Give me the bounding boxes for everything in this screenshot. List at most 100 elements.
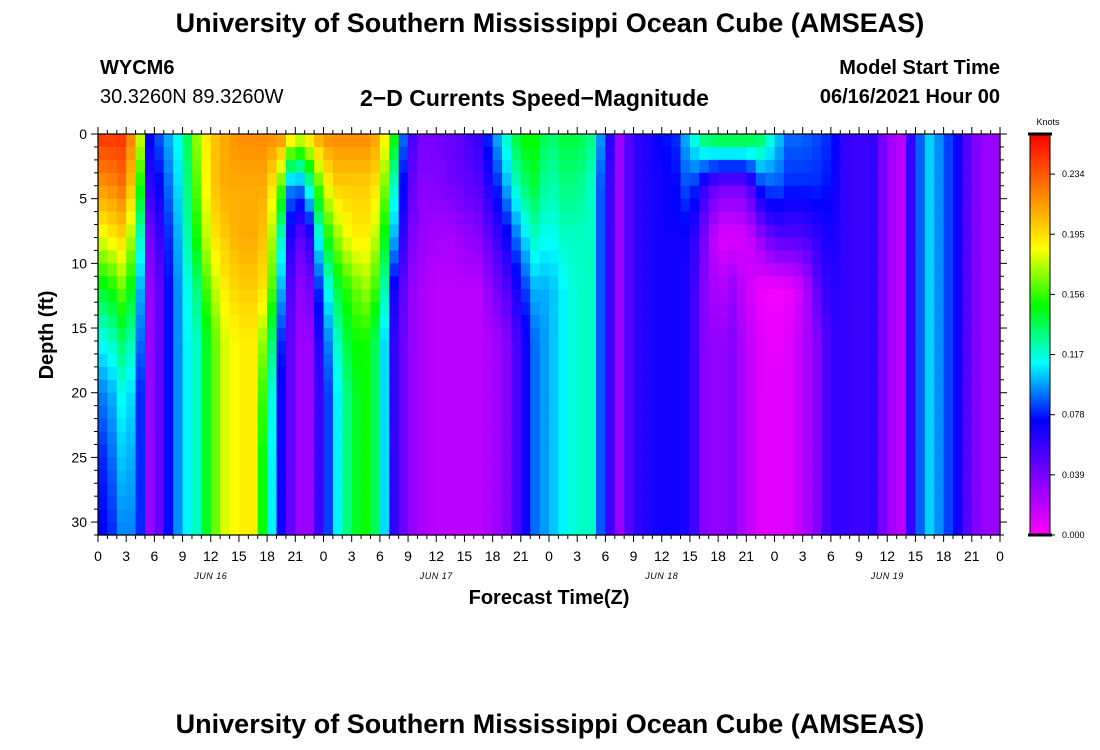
heatmap-cell (98, 276, 108, 290)
heatmap-cell (953, 237, 964, 252)
heatmap-cell (727, 302, 738, 316)
heatmap-cell (182, 405, 193, 420)
heatmap-cell (182, 418, 193, 433)
heatmap-cell (483, 353, 494, 368)
heatmap-cell (210, 159, 221, 174)
heatmap-cell (191, 276, 202, 290)
heatmap-cell (163, 185, 174, 200)
heatmap-cell (934, 340, 945, 355)
heatmap-cell (144, 353, 155, 368)
heatmap-cell (736, 134, 747, 148)
heatmap-cell (614, 340, 625, 355)
heatmap-cell (830, 509, 841, 523)
heatmap-cell (483, 328, 494, 342)
colorbar (1029, 133, 1051, 536)
heatmap-cell (877, 366, 888, 381)
heatmap-cell (736, 263, 747, 277)
heatmap-cell (370, 366, 381, 381)
heatmap-cell (896, 444, 907, 458)
heatmap-cell (191, 315, 202, 329)
x-tick-label: 12 (428, 548, 444, 564)
colorbar-tick-label: 0.078 (1062, 410, 1085, 420)
heatmap-cell (285, 134, 296, 148)
heatmap-cell (840, 224, 851, 239)
heatmap-cell (173, 366, 184, 381)
heatmap-cell (398, 211, 409, 226)
heatmap-cell (877, 146, 888, 161)
heatmap-cell (539, 483, 550, 497)
heatmap-cell (520, 289, 531, 303)
heatmap-cell (671, 405, 682, 420)
heatmap-cell (210, 302, 221, 316)
heatmap-cell (802, 302, 813, 316)
heatmap-cell (661, 185, 672, 200)
heatmap-cell (971, 340, 982, 355)
heatmap-cell (699, 379, 710, 394)
heatmap-cell (520, 470, 531, 484)
heatmap-cell (849, 509, 860, 523)
heatmap-cell (361, 457, 372, 471)
heatmap-cell (605, 276, 616, 290)
heatmap-cell (887, 263, 898, 277)
heatmap-cell (351, 211, 362, 226)
heatmap-cell (342, 483, 353, 497)
heatmap-cell (971, 159, 982, 174)
heatmap-cell (257, 237, 268, 252)
station-coordinates: 30.3260N 89.3260W (100, 86, 284, 108)
heatmap-cell (671, 211, 682, 226)
heatmap-cell (107, 315, 118, 329)
heatmap-cell (417, 159, 428, 174)
heatmap-cell (774, 470, 785, 484)
heatmap-cell (652, 289, 663, 303)
heatmap-cell (455, 457, 466, 471)
heatmap-cell (943, 457, 954, 471)
heatmap-cell (314, 431, 325, 446)
heatmap-cell (370, 470, 381, 484)
heatmap-cell (962, 340, 973, 355)
heatmap-cell (830, 263, 841, 277)
heatmap-cell (793, 276, 804, 290)
heatmap-cell (633, 315, 644, 329)
heatmap-cell (624, 379, 635, 394)
heatmap-cell (107, 250, 118, 264)
heatmap-cell (689, 302, 700, 316)
heatmap-cell (633, 328, 644, 342)
heatmap-cell (314, 328, 325, 342)
heatmap-cell (783, 444, 794, 458)
heatmap-cell (135, 457, 146, 471)
heatmap-cell (276, 250, 287, 264)
heatmap-cell (633, 289, 644, 303)
heatmap-cell (896, 224, 907, 239)
heatmap-cell (492, 211, 503, 226)
heatmap-cell (276, 392, 287, 407)
heatmap-cell (586, 134, 597, 148)
heatmap-cell (558, 379, 569, 394)
heatmap-cell (285, 470, 296, 484)
heatmap-cell (652, 134, 663, 148)
heatmap-cell (558, 134, 569, 148)
heatmap-cell (248, 340, 259, 355)
heatmap-cell (473, 328, 484, 342)
heatmap-cell (520, 522, 531, 536)
heatmap-cell (934, 211, 945, 226)
heatmap-cell (558, 276, 569, 290)
heatmap-cell (633, 353, 644, 368)
heatmap-cell (144, 340, 155, 355)
heatmap-cell (539, 379, 550, 394)
heatmap-cell (285, 172, 296, 187)
heatmap-cell (107, 146, 118, 161)
heatmap-cell (520, 250, 531, 264)
heatmap-cell (915, 185, 926, 200)
heatmap-cell (332, 392, 343, 407)
heatmap-cell (821, 289, 832, 303)
heatmap-cell (511, 185, 522, 200)
heatmap-cell (953, 470, 964, 484)
heatmap-cell (191, 146, 202, 161)
heatmap-cell (699, 509, 710, 523)
heatmap-cell (671, 134, 682, 148)
heatmap-cell (126, 328, 137, 342)
heatmap-cell (539, 134, 550, 148)
heatmap-cell (511, 392, 522, 407)
heatmap-cell (511, 250, 522, 264)
heatmap-cell (859, 353, 870, 368)
